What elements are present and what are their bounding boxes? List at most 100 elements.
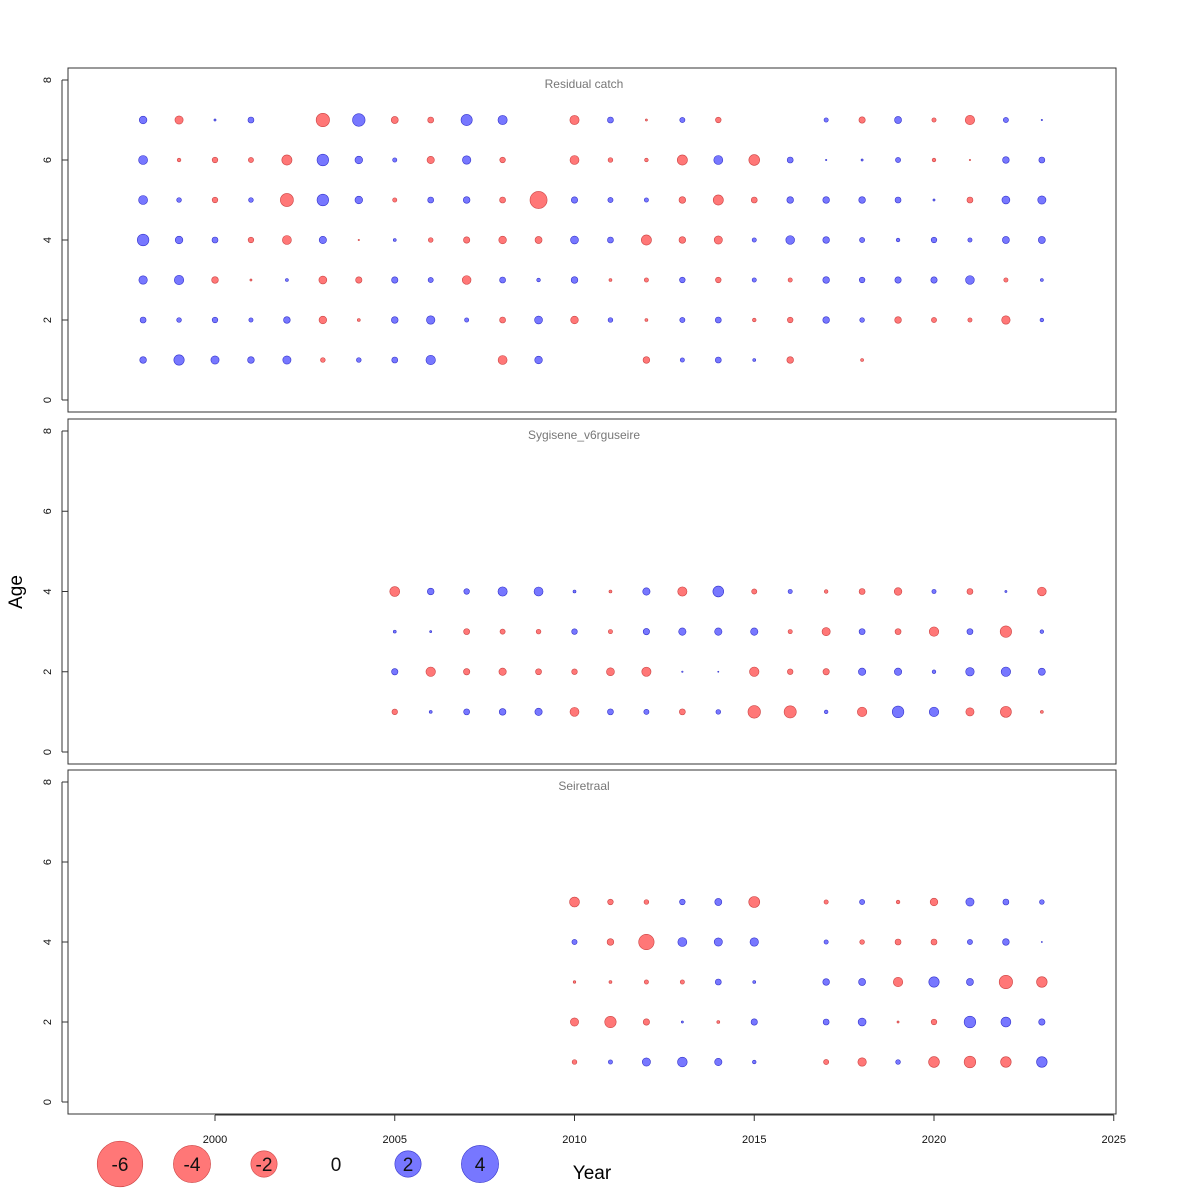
bubble [894, 196, 902, 204]
bubble [1002, 938, 1010, 946]
bubble [859, 237, 865, 243]
bubble [896, 1020, 900, 1024]
bubble [895, 157, 901, 163]
bubble [676, 154, 688, 166]
bubble [497, 586, 508, 597]
y-axis-title: Age [6, 575, 27, 609]
bubble [1000, 1056, 1012, 1068]
bubble [679, 276, 686, 284]
bubble [392, 238, 397, 242]
bubble [968, 158, 971, 162]
bubble [282, 355, 292, 365]
panel-frame [67, 67, 1117, 413]
bubble [1002, 898, 1010, 906]
bubble [893, 976, 904, 988]
bubble [607, 197, 614, 203]
bubble [928, 626, 940, 637]
y-tick-label: 8 [42, 428, 54, 434]
bubble [248, 197, 254, 203]
bubble [825, 158, 828, 162]
y-tick-label: 6 [42, 508, 54, 514]
bubble [608, 629, 613, 635]
bubble [607, 157, 614, 163]
bubble [893, 587, 903, 596]
bubble [858, 116, 866, 124]
bubble [211, 196, 219, 204]
x-tick-label: 2015 [742, 1134, 766, 1146]
bubble [715, 356, 722, 364]
legend-label: 2 [403, 1155, 414, 1176]
legend-bubble [173, 1145, 211, 1183]
bubble [460, 114, 473, 126]
bubble [644, 157, 649, 163]
bubble [678, 236, 686, 244]
bubble [1040, 710, 1044, 714]
x-tick-label: 2010 [562, 1134, 586, 1146]
bubble [645, 118, 648, 122]
bubble [928, 1056, 940, 1068]
bubble [569, 155, 580, 165]
bubble [679, 708, 686, 716]
bubble [1038, 236, 1046, 244]
x-tick-label: 2005 [383, 1134, 407, 1146]
bubble [642, 587, 651, 596]
bubble [285, 278, 289, 282]
bubble [607, 898, 614, 906]
bubble [679, 357, 685, 363]
bubble [534, 707, 543, 716]
bubble [427, 196, 434, 204]
bubble [642, 356, 651, 364]
bubble [355, 276, 363, 284]
bubble [391, 316, 399, 324]
bubble [608, 1059, 613, 1065]
legend-label: 4 [475, 1155, 486, 1176]
bubble [1002, 156, 1010, 164]
bubble [247, 236, 255, 244]
bubble [966, 978, 974, 986]
bubble [641, 234, 652, 246]
bubble [571, 668, 578, 675]
bubble [931, 589, 937, 594]
bubble [930, 236, 938, 244]
y-tick-label: 2 [42, 1019, 54, 1025]
bubble [534, 315, 543, 325]
bubble [679, 117, 686, 123]
bubble [391, 708, 398, 715]
bubble [425, 666, 436, 677]
panel-title: Seiretraal [558, 779, 609, 793]
bubble [750, 627, 759, 636]
bubble [823, 899, 829, 905]
bubble [713, 155, 724, 165]
bubble [967, 237, 973, 243]
legend-label: -2 [256, 1155, 273, 1176]
x-tick-label: 2020 [922, 1134, 946, 1146]
bubble [247, 356, 255, 364]
bubble [677, 937, 688, 947]
bubble [1040, 278, 1044, 282]
bubble [1038, 156, 1046, 164]
bubble [928, 706, 940, 717]
bubble [569, 896, 580, 908]
bubble [966, 628, 974, 635]
bubble [822, 196, 830, 204]
chart-panels: Residual catch 0 2 4 6 8 Sygisene_v6rguseire 0 2… [42, 67, 1117, 1115]
bubble [463, 588, 470, 595]
bubble [822, 668, 830, 676]
x-tick-label: 2025 [1102, 1134, 1126, 1146]
bubble [607, 236, 614, 244]
bubble [967, 939, 973, 945]
bubble [752, 317, 757, 323]
bubble [715, 276, 722, 284]
bubble [751, 277, 757, 283]
bubble [283, 316, 291, 324]
bubble [714, 1058, 723, 1066]
bubble [963, 1015, 977, 1029]
bubble [463, 668, 471, 676]
bubble [498, 708, 507, 716]
bubble [1036, 976, 1048, 988]
bubble [966, 196, 974, 204]
bubble [930, 938, 938, 946]
bubble [570, 1017, 579, 1027]
bubble [174, 115, 184, 125]
bubble [210, 355, 220, 365]
